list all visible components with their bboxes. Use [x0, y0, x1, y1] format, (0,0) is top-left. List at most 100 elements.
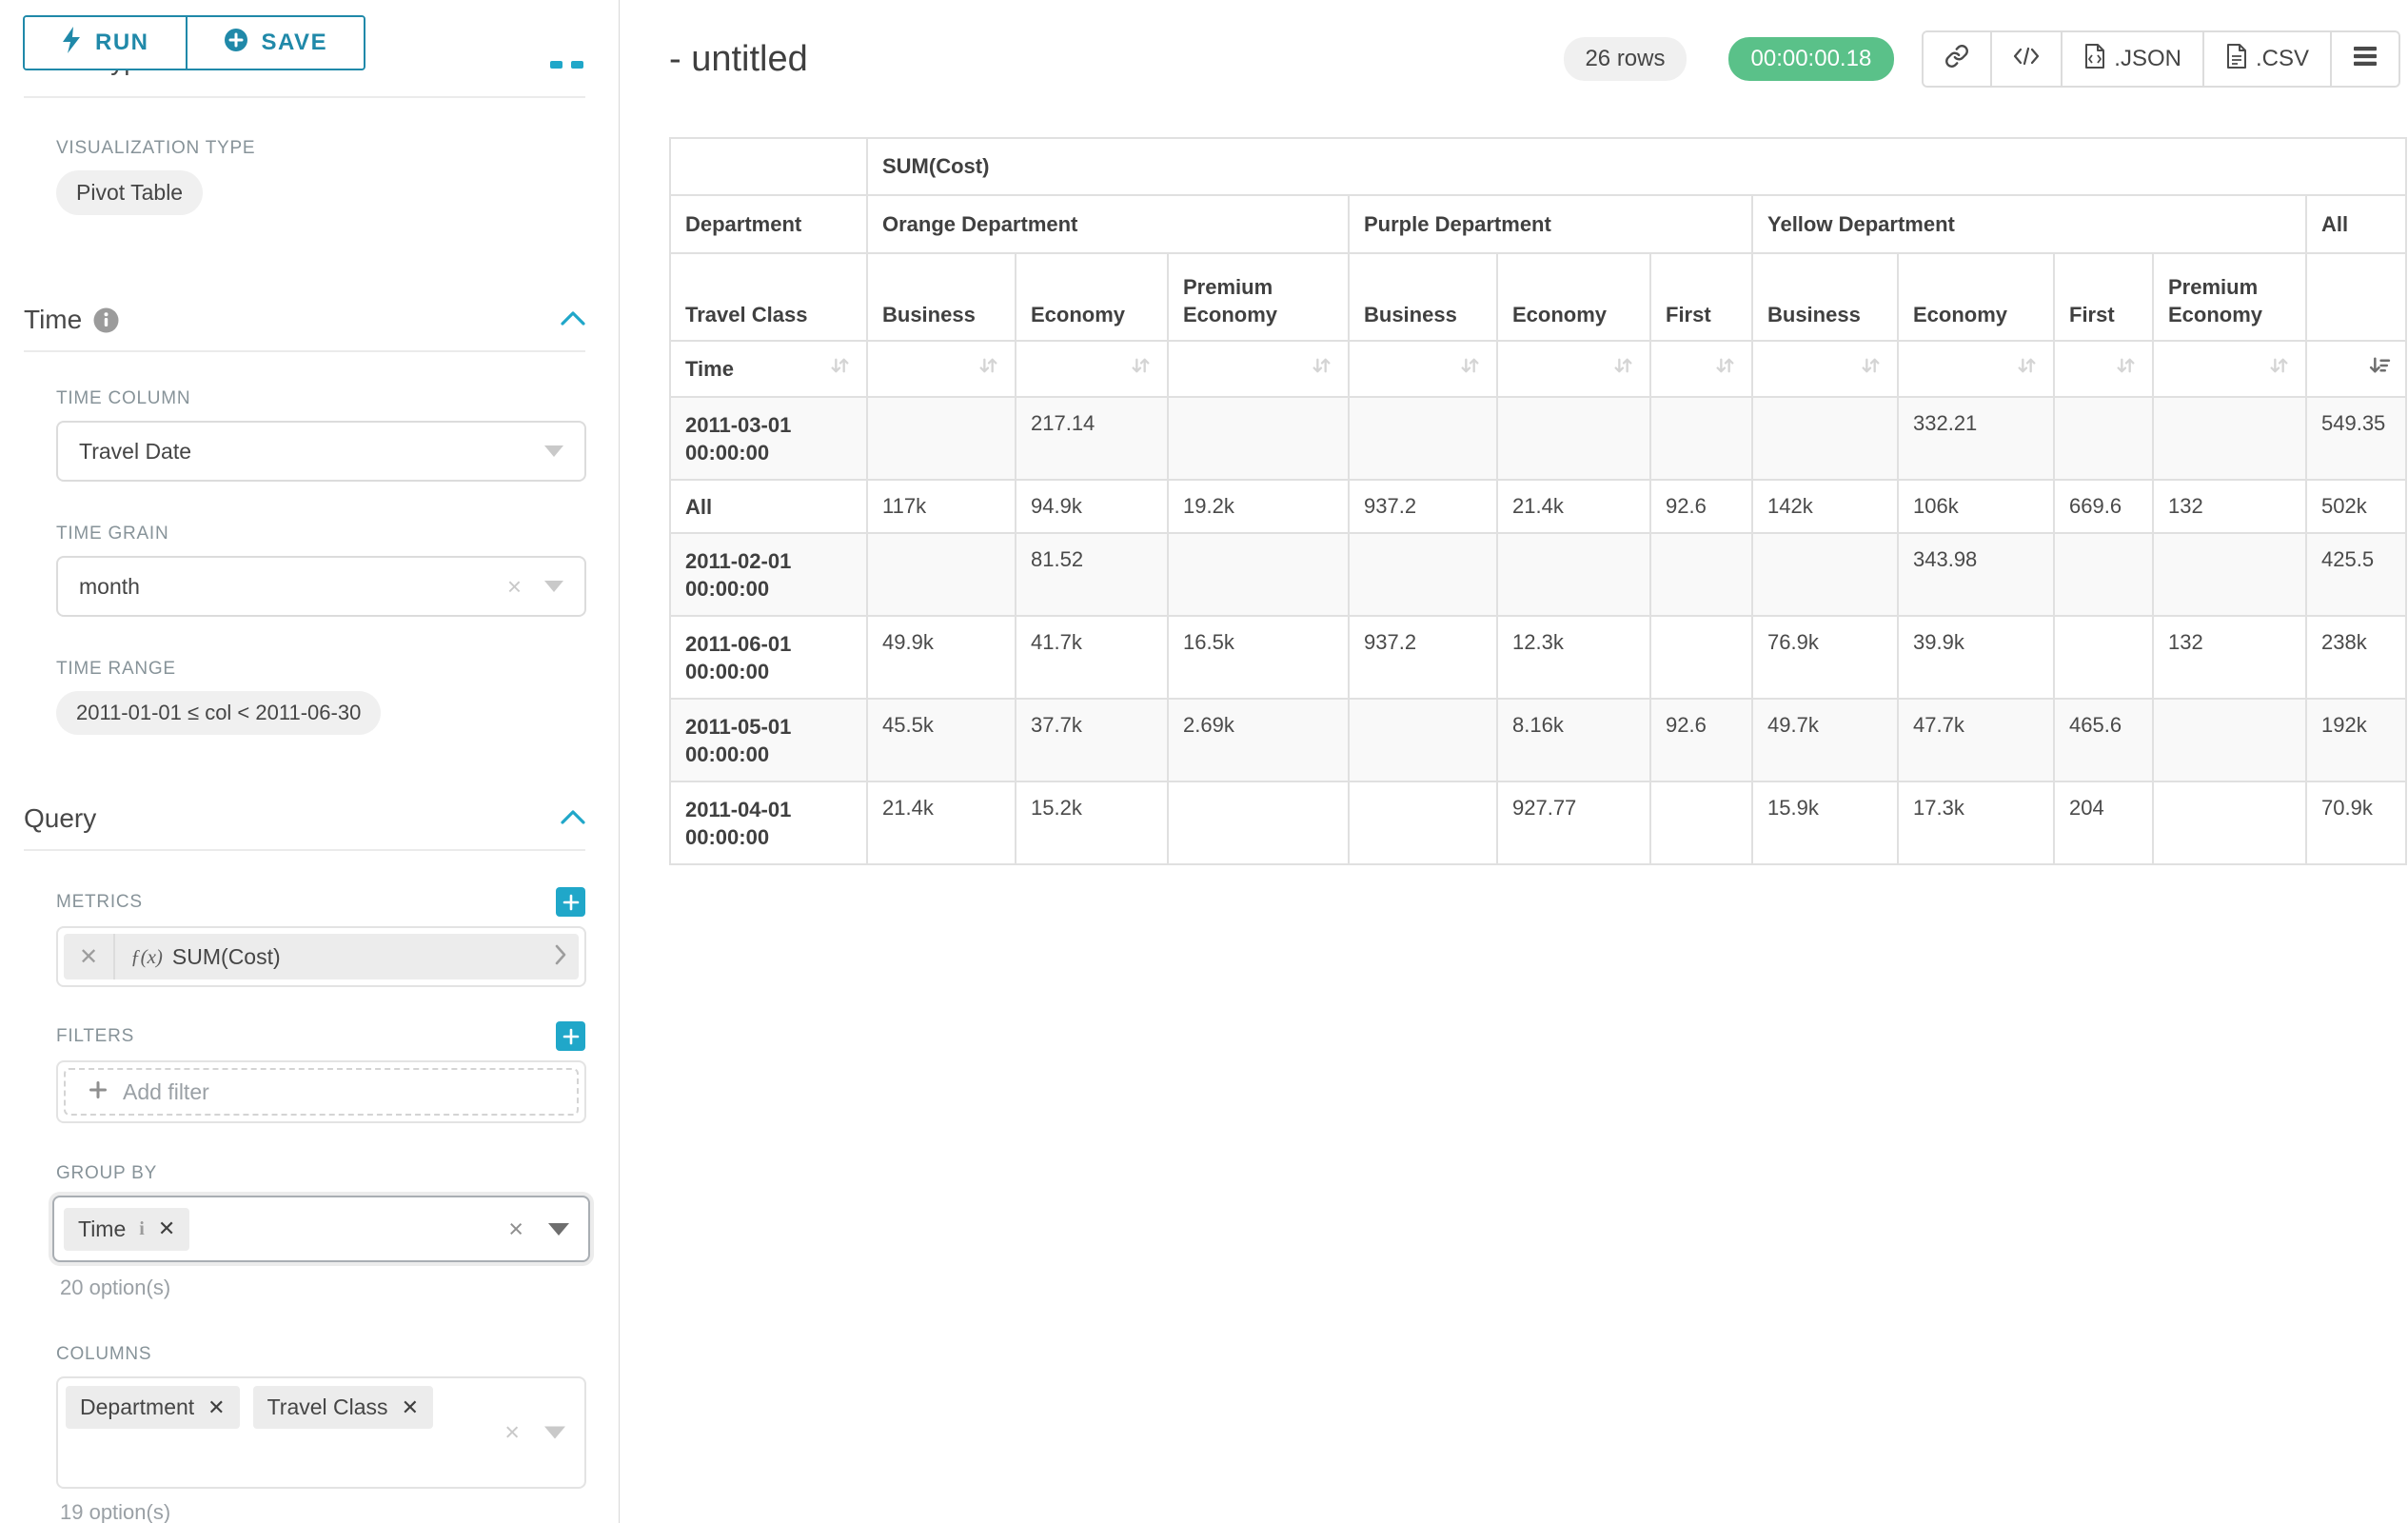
collapse-chevron-icon[interactable] — [561, 809, 585, 829]
caret-down-icon[interactable] — [544, 1426, 565, 1439]
remove-metric-icon[interactable]: ✕ — [79, 943, 99, 970]
sort-icon[interactable] — [2015, 353, 2039, 385]
cut-off-icon — [571, 61, 583, 69]
pivot-row-header: 2011-04-01 00:00:00 — [669, 781, 868, 866]
pivot-col-header: Economy — [1015, 252, 1169, 342]
chart-area: - untitled 26 rows 00:00:00.18 — [621, 0, 2408, 1523]
pivot-row-header: 2011-03-01 00:00:00 — [669, 396, 868, 482]
divider — [24, 96, 585, 98]
remove-item-icon[interactable]: ✕ — [207, 1394, 226, 1419]
filters-control: Add filter — [56, 1060, 586, 1123]
pivot-cell: 106k — [1897, 479, 2055, 535]
pivot-cell — [1649, 532, 1753, 618]
query-section-title: Query — [24, 803, 97, 833]
pivot-sort-cell — [1751, 339, 1899, 399]
sort-icon[interactable] — [977, 353, 1000, 385]
columns-label: COLUMNS — [56, 1344, 152, 1364]
pivot-time-header: Time — [669, 339, 868, 399]
remove-item-icon[interactable]: ✕ — [401, 1394, 419, 1419]
columns-select[interactable]: Department ✕ Travel Class ✕ × — [56, 1376, 586, 1489]
pivot-cell — [1649, 396, 1753, 482]
pivot-cell — [1496, 532, 1651, 618]
sort-icon[interactable] — [1611, 353, 1635, 385]
viz-type-label: VISUALIZATION TYPE — [56, 138, 256, 158]
sort-icon[interactable] — [828, 353, 852, 385]
columns-item[interactable]: Travel Class ✕ — [252, 1386, 433, 1429]
table-row: 2011-04-01 00:00:00 21.4k 15.2k 927.77 15.9k… — [669, 781, 2408, 866]
add-filter-button[interactable]: Add filter — [64, 1068, 579, 1116]
pivot-cell: 39.9k — [1897, 615, 2055, 701]
pivot-cell: 465.6 — [2053, 698, 2154, 783]
chart-header: - untitled 26 rows 00:00:00.18 — [669, 30, 2408, 89]
caret-down-icon[interactable] — [548, 1222, 569, 1236]
pivot-cell: 76.9k — [1751, 615, 1899, 701]
pivot-cell — [866, 532, 1016, 618]
pivot-cell — [2152, 698, 2307, 783]
pivot-cell — [1348, 781, 1498, 866]
sidebar-top: Chart Type RUN SAVE — [0, 0, 619, 98]
link-icon — [1944, 44, 1969, 75]
caret-down-icon[interactable] — [544, 581, 563, 592]
pivot-col-header: Business — [1751, 252, 1899, 342]
divider — [24, 849, 585, 851]
pivot-cell — [1348, 532, 1498, 618]
pivot-cell: 37.7k — [1015, 698, 1169, 783]
clear-icon[interactable]: × — [504, 1417, 520, 1447]
sort-desc-icon[interactable] — [2367, 353, 2391, 385]
pivot-cell: 2.69k — [1167, 698, 1350, 783]
run-button[interactable]: RUN — [25, 17, 186, 69]
add-metric-button[interactable] — [556, 887, 585, 917]
pivot-cell: 41.7k — [1015, 615, 1169, 701]
time-grain-label: TIME GRAIN — [56, 524, 169, 544]
embed-code-button[interactable] — [1990, 32, 2062, 86]
time-grain-select[interactable]: month × — [56, 556, 586, 617]
sort-icon[interactable] — [2267, 353, 2291, 385]
pivot-col-header: Premium Economy — [1167, 252, 1350, 342]
sort-icon[interactable] — [2114, 353, 2138, 385]
pivot-row-dim-label: Travel Class — [669, 252, 868, 342]
menu-button[interactable] — [2330, 32, 2398, 86]
sort-icon[interactable] — [1129, 353, 1153, 385]
pivot-sort-cell — [1348, 339, 1498, 399]
sort-icon[interactable] — [1713, 353, 1737, 385]
collapse-chevron-icon[interactable] — [561, 310, 585, 330]
time-range-pill[interactable]: 2011-01-01 ≤ col < 2011-06-30 — [56, 691, 382, 735]
plus-circle-icon — [224, 28, 248, 59]
metric-item[interactable]: ✕ ƒ(x) SUM(Cost) — [64, 934, 579, 979]
save-button[interactable]: SAVE — [185, 17, 365, 69]
chevron-right-icon[interactable] — [554, 944, 579, 970]
pivot-cell: 549.35 — [2304, 396, 2408, 482]
table-row: 2011-05-01 00:00:00 45.5k 37.7k 2.69k 8.16k 9… — [669, 698, 2408, 783]
group-by-item[interactable]: Time i ✕ — [64, 1207, 190, 1251]
pivot-col-header: Premium Economy — [2152, 252, 2307, 342]
pivot-cell — [2053, 532, 2154, 618]
pivot-group-header: Yellow Department — [1751, 194, 2307, 254]
sort-icon[interactable] — [1310, 353, 1333, 385]
add-filter-plus-button[interactable] — [556, 1021, 585, 1051]
export-button-group: .JSON .CSV — [1922, 30, 2400, 88]
remove-item-icon[interactable]: ✕ — [157, 1216, 176, 1240]
time-column-select[interactable]: Travel Date — [56, 421, 586, 482]
pivot-cell: 669.6 — [2053, 479, 2154, 535]
pivot-cell: 45.5k — [866, 698, 1016, 783]
caret-down-icon[interactable] — [544, 445, 563, 457]
pivot-cell: 192k — [2304, 698, 2408, 783]
copy-link-button[interactable] — [1924, 32, 1991, 86]
group-by-select[interactable]: Time i ✕ × — [52, 1196, 590, 1262]
sort-icon[interactable] — [1458, 353, 1482, 385]
clear-icon[interactable]: × — [506, 572, 522, 601]
fx-badge: ƒ(x) — [130, 944, 163, 968]
export-csv-button[interactable]: .CSV — [2201, 32, 2330, 86]
pivot-row-header: All — [669, 479, 868, 535]
table-row: 2011-03-01 00:00:00 217.14 332.21 549.35 — [669, 396, 2408, 482]
divider — [24, 350, 585, 352]
pivot-cell: 117k — [866, 479, 1016, 535]
json-file-icon — [2083, 43, 2106, 76]
viz-type-pill[interactable]: Pivot Table — [56, 170, 204, 215]
export-json-button[interactable]: .JSON — [2061, 32, 2202, 86]
sort-icon[interactable] — [1859, 353, 1883, 385]
clear-icon[interactable]: × — [508, 1214, 523, 1243]
pivot-cell: 238k — [2304, 615, 2408, 701]
pivot-row-dim-label: Department — [669, 194, 868, 254]
columns-item[interactable]: Department ✕ — [66, 1386, 240, 1429]
